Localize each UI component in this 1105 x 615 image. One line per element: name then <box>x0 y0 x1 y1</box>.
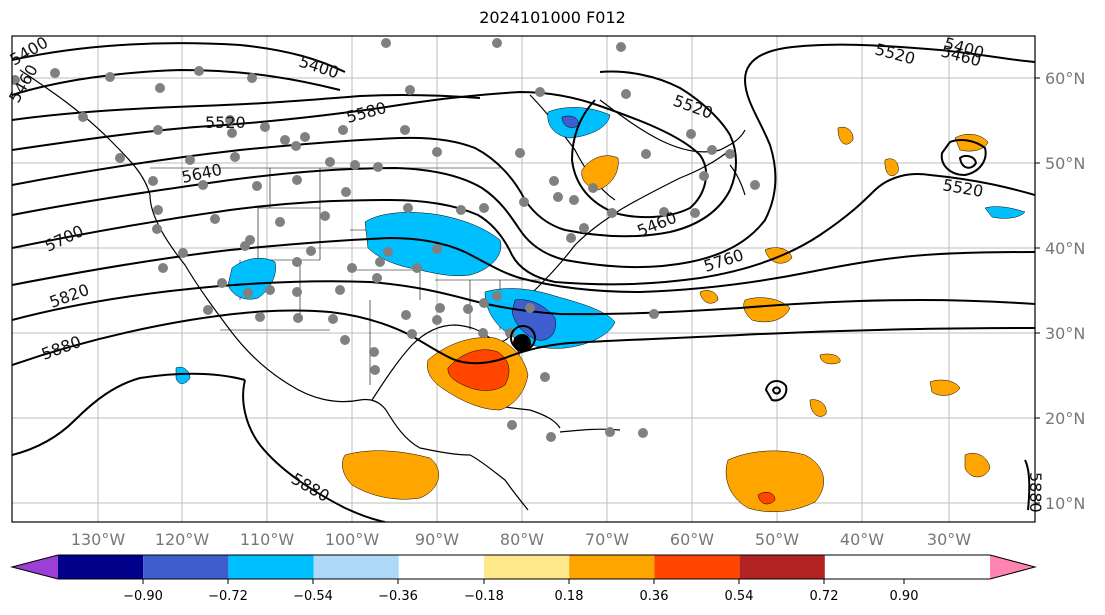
latitude-label: 30°N <box>1045 324 1085 343</box>
longitude-label: 90°W <box>415 530 459 549</box>
longitude-labels: 130°W 120°W 110°W 100°W 90°W 80°W 70°W 6… <box>71 530 971 549</box>
colorbar-tick-label: 0.54 <box>725 589 754 604</box>
blue-field-great-lakes <box>364 212 502 276</box>
latitude-label: 50°N <box>1045 154 1085 173</box>
shaded-fields <box>175 107 1026 513</box>
colorbar-segment <box>739 555 825 579</box>
longitude-label: 70°W <box>585 530 629 549</box>
orange-field-northeast2 <box>837 126 854 145</box>
colorbar-segment <box>569 555 655 579</box>
colorbar-tick-label: −0.72 <box>208 589 248 604</box>
longitude-label: 60°W <box>670 530 714 549</box>
orange-field-atl-se2 <box>809 399 827 417</box>
colorbar-segment <box>654 555 740 579</box>
colorbar-ticks <box>142 579 905 584</box>
colorbar-outline <box>10 554 1037 580</box>
colorbar-tick-label: 0.18 <box>555 589 584 604</box>
colorbar: −0.90 −0.72 −0.54 −0.36 −0.18 0.18 0.36 … <box>10 554 1037 604</box>
colorbar-tick-label: −0.90 <box>123 589 163 604</box>
colorbar-tick-label: −0.36 <box>378 589 418 604</box>
orange-field-northeast <box>954 134 989 152</box>
orange-field-atl-se <box>964 452 991 478</box>
colorbar-segment <box>313 555 399 579</box>
longitude-label: 100°W <box>325 530 380 549</box>
longitude-label: 80°W <box>500 530 544 549</box>
orange-field-east <box>929 379 961 396</box>
orange-field-east2 <box>743 297 791 323</box>
colorbar-extend-right <box>990 555 1035 579</box>
latitude-label: 60°N <box>1045 69 1085 88</box>
orange-field-quebec <box>581 155 619 191</box>
map-title: 2024101000 F012 <box>479 8 626 27</box>
colorbar-tick-label: −0.18 <box>464 589 504 604</box>
longitude-label: 30°W <box>927 530 971 549</box>
height-contours <box>12 42 1035 522</box>
longitude-label: 40°W <box>840 530 884 549</box>
longitude-label: 50°W <box>755 530 799 549</box>
storm-center-marker <box>510 325 536 352</box>
colorbar-extend-left <box>12 555 58 579</box>
colorbar-segment <box>58 555 144 579</box>
colorbar-segment <box>484 555 570 579</box>
orange-field-caribbean <box>342 450 439 500</box>
contour-label: 5520 <box>205 113 246 132</box>
red-field-gulf <box>447 349 510 391</box>
colorbar-segment <box>143 555 229 579</box>
orange-field-atl-se3 <box>819 353 841 365</box>
orange-field-central-atlantic <box>725 450 824 513</box>
longitude-label: 130°W <box>71 530 126 549</box>
latitude-label: 20°N <box>1045 409 1085 428</box>
longitude-label: 110°W <box>240 530 295 549</box>
orange-field-atl-small <box>884 158 899 176</box>
blue-field-atlantic-ne <box>984 206 1026 219</box>
colorbar-tick-label: 0.72 <box>810 589 839 604</box>
longitude-label: 120°W <box>155 530 210 549</box>
colorbar-tick-label: −0.54 <box>293 589 333 604</box>
latitude-labels: 60°N 50°N 40°N 30°N 20°N 10°N <box>1045 69 1085 513</box>
latitude-ticks <box>1035 77 1040 504</box>
colorbar-tick-label: 0.90 <box>890 589 919 604</box>
station-dots <box>12 38 760 442</box>
colorbar-tick-label: 0.36 <box>640 589 669 604</box>
latitude-label: 40°N <box>1045 239 1085 258</box>
orange-field-atl-lower <box>699 290 719 304</box>
map-frame <box>11 35 1036 523</box>
latitude-label: 10°N <box>1045 494 1085 513</box>
colorbar-segment <box>228 555 314 579</box>
colorbar-segment <box>398 555 484 579</box>
blue-field-southwest <box>227 257 276 300</box>
red-field-central-atlantic <box>757 492 776 505</box>
blue-field-pacific <box>175 366 191 384</box>
